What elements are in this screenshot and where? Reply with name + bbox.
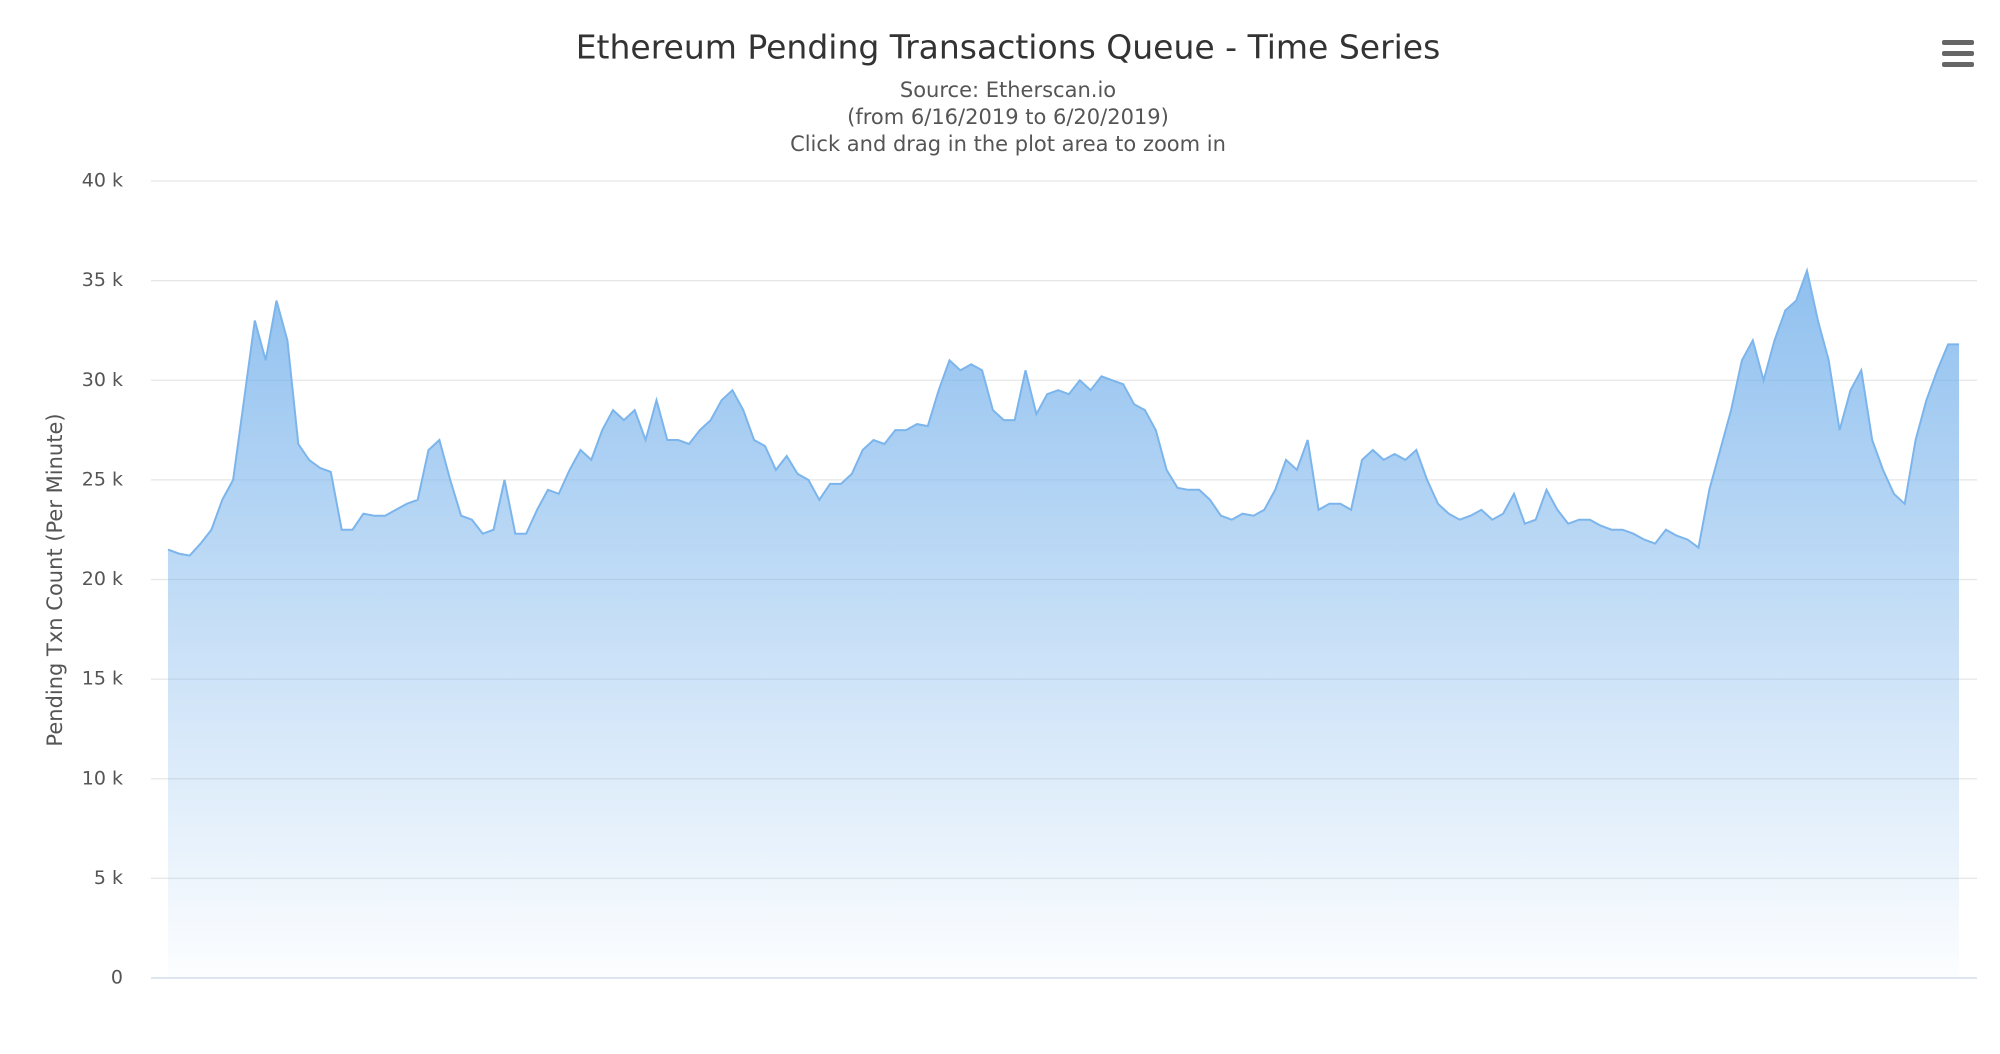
- y-tick-label: 25 k: [82, 468, 123, 490]
- y-tick-label: 0: [111, 967, 123, 989]
- subtitle: (from 6/16/2019 to 6/20/2019): [847, 105, 1169, 129]
- y-tick-label: 5 k: [94, 867, 123, 889]
- y-tick-label: 40 k: [82, 170, 123, 192]
- y-tick-label: 15 k: [82, 668, 123, 690]
- menu-bar: [1942, 51, 1974, 56]
- y-tick-label: 20 k: [82, 568, 123, 590]
- y-tick-label: 35 k: [82, 269, 123, 291]
- y-tick-label: 30 k: [82, 369, 123, 391]
- menu-bar: [1942, 40, 1974, 45]
- subtitle: Click and drag in the plot area to zoom …: [790, 132, 1226, 156]
- area: [168, 270, 1959, 978]
- subtitle: Source: Etherscan.io: [900, 78, 1116, 102]
- y-tick-label: 10 k: [82, 767, 123, 789]
- menu-button[interactable]: [1942, 40, 1974, 67]
- y-axis-title: Pending Txn Count (Per Minute): [43, 413, 67, 746]
- chart-title: Ethereum Pending Transactions Queue - Ti…: [576, 28, 1441, 67]
- line: [167, 267, 1959, 557]
- menu-bar: [1942, 62, 1974, 67]
